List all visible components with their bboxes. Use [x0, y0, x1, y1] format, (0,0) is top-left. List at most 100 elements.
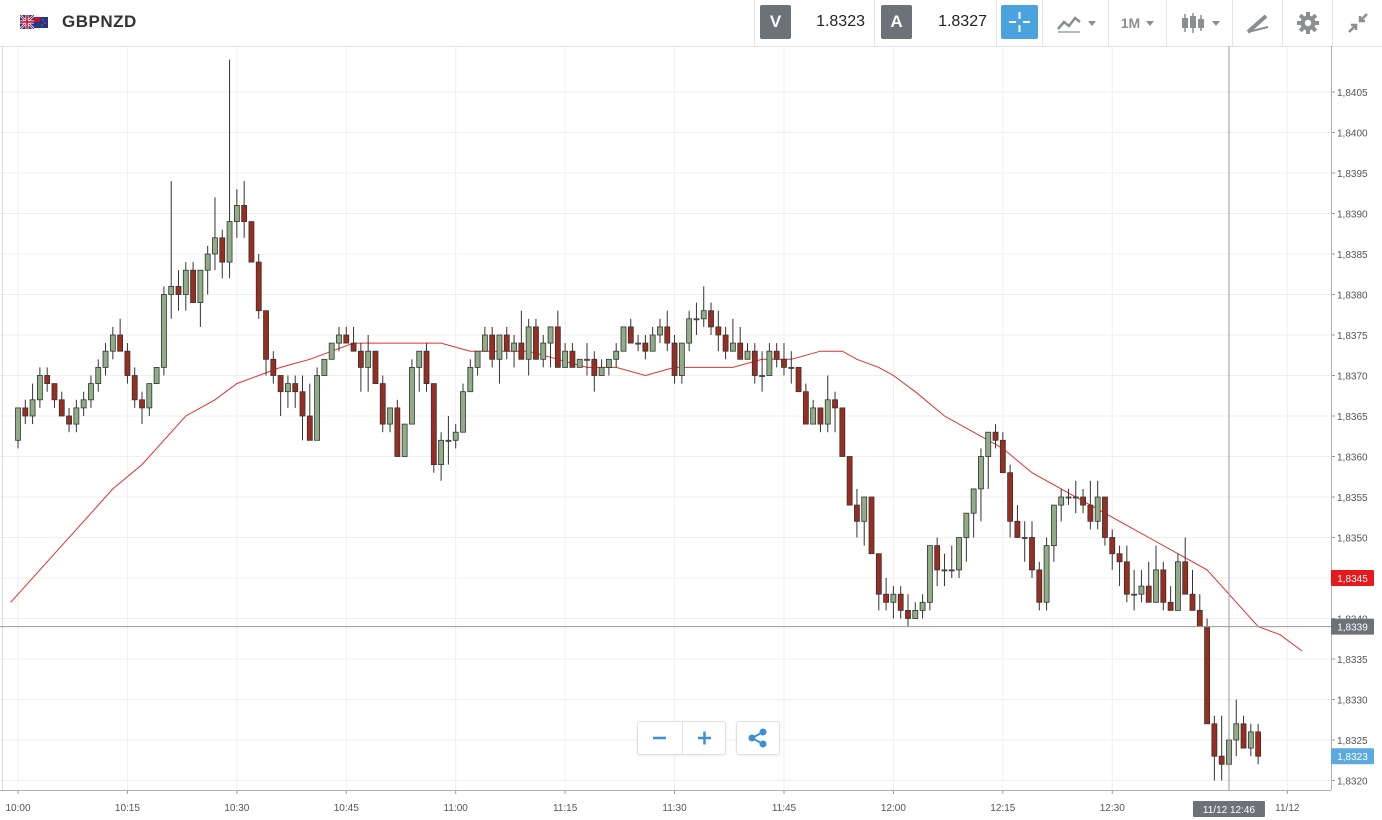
candle [693, 302, 700, 335]
candle-body [481, 334, 488, 352]
candle-body [664, 326, 671, 344]
candle-body [642, 342, 649, 352]
candle-body [1233, 723, 1240, 741]
settings-button[interactable] [1282, 0, 1332, 46]
candle-body [781, 358, 787, 368]
candle [781, 343, 787, 376]
candle-body [686, 318, 693, 344]
candle [868, 496, 875, 555]
candle-body [1145, 585, 1152, 603]
candle [970, 488, 977, 538]
crosshair-button[interactable] [996, 0, 1042, 46]
candle-body [233, 204, 240, 222]
candle [540, 335, 547, 368]
zoom-out-button[interactable] [638, 722, 681, 754]
candle-body [511, 342, 517, 352]
candle-body [168, 285, 175, 295]
candle [802, 383, 809, 425]
candle-body [430, 383, 437, 466]
candle-body [795, 366, 802, 393]
candle [255, 254, 262, 319]
candle [1145, 561, 1152, 603]
candle [854, 488, 860, 538]
candle [883, 578, 890, 611]
candle-body [285, 383, 291, 393]
chart-type-button[interactable] [1042, 0, 1108, 46]
candle-body [970, 488, 977, 514]
candle [671, 335, 678, 384]
buy-price-box[interactable]: A 1.8327 [874, 0, 996, 46]
candle-body [336, 334, 342, 344]
candle-body [1080, 496, 1086, 506]
zoom-in-button[interactable] [683, 722, 726, 754]
candle-body [1109, 537, 1116, 555]
candle-body [657, 326, 663, 336]
timeframe-button[interactable]: 1M [1108, 0, 1166, 46]
draw-button[interactable] [1232, 0, 1282, 46]
candle-body [678, 342, 685, 376]
candle-body [948, 569, 955, 572]
gear-icon [1296, 12, 1319, 34]
candle-body [722, 334, 729, 352]
candle-body [1160, 569, 1167, 603]
zoom-divider [682, 722, 683, 754]
candle [839, 407, 846, 457]
price-chart[interactable]: 1,83201,83251,83301,83351,83401,83451,83… [0, 46, 1382, 820]
candle-body [212, 237, 218, 255]
candle [175, 270, 182, 311]
candle-body [868, 496, 875, 555]
collapse-button[interactable] [1332, 0, 1382, 46]
share-button[interactable] [737, 722, 779, 754]
candle [350, 326, 357, 352]
candle [554, 310, 561, 368]
y-tick-label: 1,8360 [1337, 453, 1368, 464]
candle-body [1211, 723, 1218, 757]
candle-body [591, 358, 598, 376]
candle-body [839, 407, 846, 457]
candle [620, 326, 627, 352]
candle-body [897, 593, 904, 611]
candle-style-button[interactable] [1166, 0, 1232, 46]
candle [795, 366, 802, 393]
candle-body [554, 326, 561, 368]
candle [686, 310, 693, 352]
collapse-icon [1347, 13, 1368, 33]
candle-body [299, 391, 306, 417]
candle [890, 586, 897, 619]
candle-body [956, 537, 962, 571]
chevron-down-icon [1087, 20, 1096, 26]
candle [751, 343, 758, 384]
candle [1094, 480, 1101, 530]
candle-body [474, 350, 481, 368]
candle [394, 399, 401, 457]
chevron-down-icon [1146, 20, 1155, 26]
candle [1233, 699, 1240, 757]
sell-price-box[interactable]: V 1.8323 [754, 0, 874, 46]
x-tick-label: 12:30 [1100, 803, 1125, 814]
x-tick-label: 11/12 [1275, 803, 1300, 814]
candle-body [533, 326, 539, 360]
candle-body [139, 399, 145, 409]
candle-body [80, 399, 87, 409]
candle [941, 553, 948, 587]
sell-price: 1.8323 [816, 13, 865, 30]
candle [270, 351, 277, 384]
candle-body [1123, 561, 1130, 595]
candle-body [890, 593, 897, 603]
candle-body [314, 375, 320, 441]
candle [875, 553, 882, 611]
candle-body [934, 545, 941, 571]
candle [241, 181, 248, 238]
candle-body [365, 350, 372, 368]
candle [336, 326, 342, 352]
plus-icon [698, 731, 711, 745]
candle-body [423, 350, 430, 385]
crosshair-time-badge-bg [1192, 801, 1265, 817]
ma-price-badge: 1,8345 [1337, 574, 1368, 585]
crosshair-price-badge: 1,8339 [1337, 623, 1368, 634]
candle-body [992, 431, 999, 441]
instrument-symbol[interactable]: GBPNZD [62, 12, 137, 31]
candle [912, 602, 919, 619]
candle [773, 343, 780, 368]
chevron-down-icon [1211, 20, 1220, 26]
